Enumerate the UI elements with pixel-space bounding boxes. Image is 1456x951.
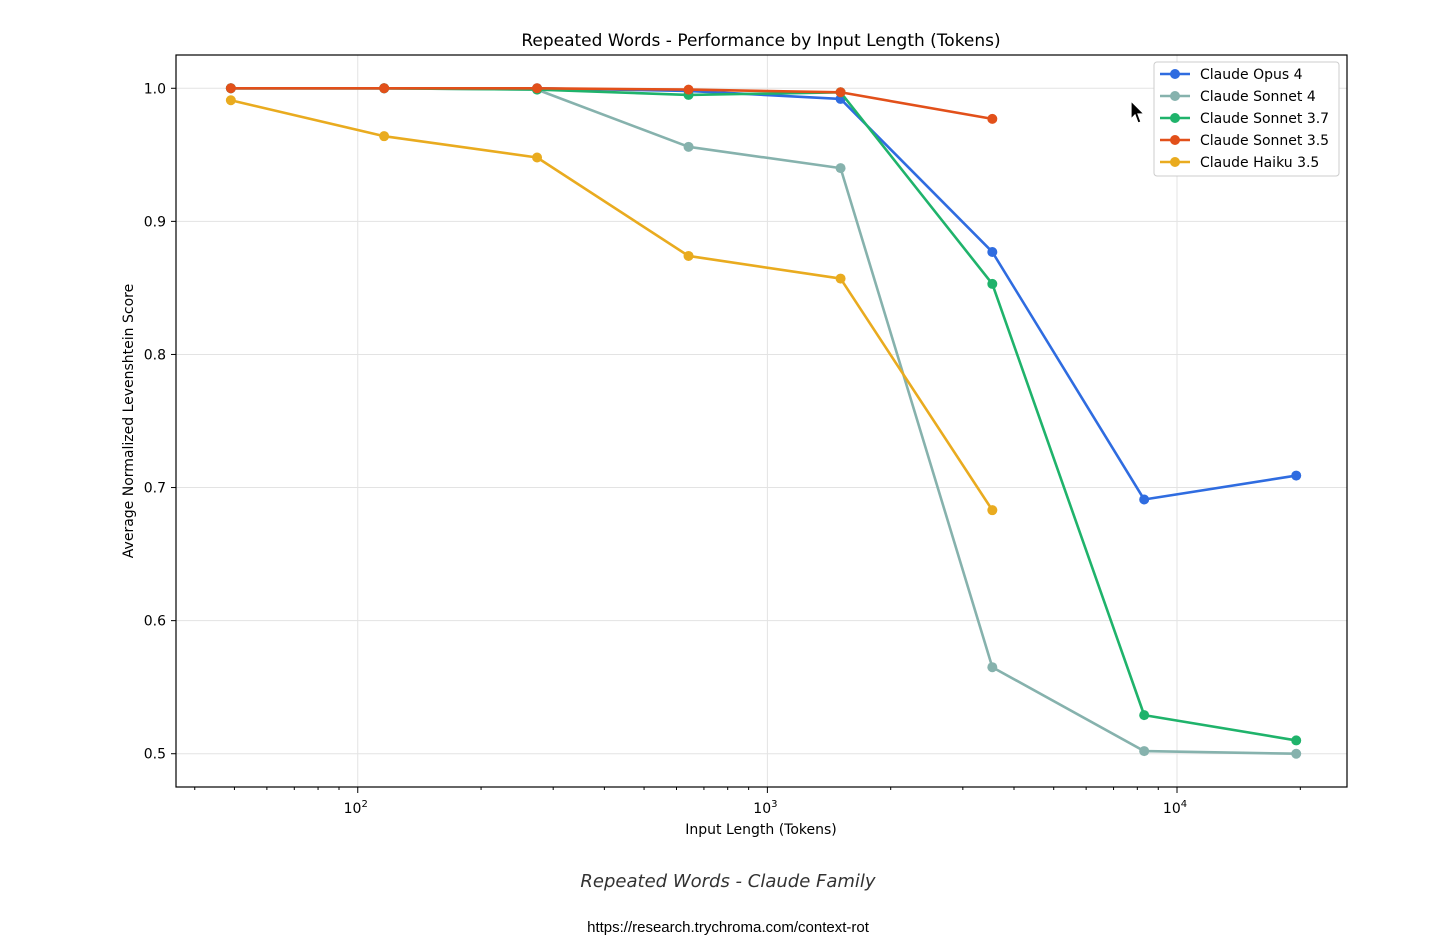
legend-label: Claude Haiku 3.5: [1200, 155, 1319, 171]
y-tick-label: 0.5: [144, 747, 166, 763]
legend-label: Claude Opus 4: [1200, 67, 1303, 83]
x-tick-label: 104: [1163, 799, 1187, 817]
legend-marker: [1170, 113, 1180, 123]
data-point: [1291, 735, 1302, 746]
x-tick-label: 102: [344, 799, 368, 817]
figure-caption: Repeated Words - Claude Family: [580, 871, 876, 892]
y-tick-label: 0.6: [144, 614, 166, 630]
data-point: [835, 87, 846, 98]
data-point: [532, 152, 543, 163]
legend-marker: [1170, 91, 1180, 101]
y-axis-label: Average Normalized Levenshtein Score: [121, 284, 137, 558]
axis-ticks: 0.5 0.6 0.7 0.8 0.9 1.0 102 103 104: [144, 81, 1301, 817]
line-chart: 0.5 0.6 0.7 0.8 0.9 1.0 102 103 104 Repeated Wor…: [121, 31, 1348, 838]
data-point: [1291, 470, 1302, 481]
data-point: [987, 246, 998, 257]
series-line: [230, 86, 1297, 756]
series-line: [230, 98, 994, 511]
data-point: [683, 84, 694, 95]
data-point: [683, 250, 694, 261]
data-point: [987, 113, 998, 124]
y-tick-label: 0.8: [144, 347, 166, 363]
data-point: [987, 278, 998, 289]
data-point: [683, 141, 694, 152]
source-url: https://research.trychroma.com/context-r…: [587, 919, 869, 936]
legend-label: Claude Sonnet 3.5: [1200, 133, 1329, 149]
data-point: [987, 505, 998, 516]
series-lines: [225, 83, 1302, 759]
data-point: [1139, 494, 1150, 505]
data-point: [1139, 710, 1150, 721]
legend-marker: [1170, 69, 1180, 79]
x-axis-label: Input Length (Tokens): [685, 822, 837, 838]
legend: Claude Opus 4 Claude Sonnet 4 Claude Sonne…: [1153, 61, 1340, 177]
y-tick-label: 0.7: [144, 481, 166, 497]
data-point: [987, 662, 998, 673]
data-point: [835, 163, 846, 174]
plot-area-frame: [175, 54, 1348, 788]
y-tick-label: 0.9: [144, 214, 166, 230]
legend-marker: [1170, 135, 1180, 145]
legend-label: Claude Sonnet 4: [1200, 89, 1316, 105]
chart-title: Repeated Words - Performance by Input Le…: [521, 31, 1000, 51]
legend-marker: [1170, 157, 1180, 167]
series-line: [230, 86, 1297, 742]
series-line: [230, 86, 993, 121]
data-point: [225, 83, 236, 94]
data-point: [532, 83, 543, 94]
legend-box: [1153, 61, 1340, 177]
x-tick-label: 103: [753, 799, 777, 817]
data-point: [225, 95, 236, 106]
data-point: [379, 83, 390, 94]
data-point: [835, 273, 846, 284]
data-point: [379, 131, 390, 142]
mouse-cursor-icon: [1130, 100, 1146, 124]
series-line: [230, 86, 1297, 501]
legend-label: Claude Sonnet 3.7: [1200, 111, 1329, 127]
y-tick-label: 1.0: [144, 81, 166, 97]
data-point: [1139, 746, 1150, 757]
data-point: [1291, 748, 1302, 759]
